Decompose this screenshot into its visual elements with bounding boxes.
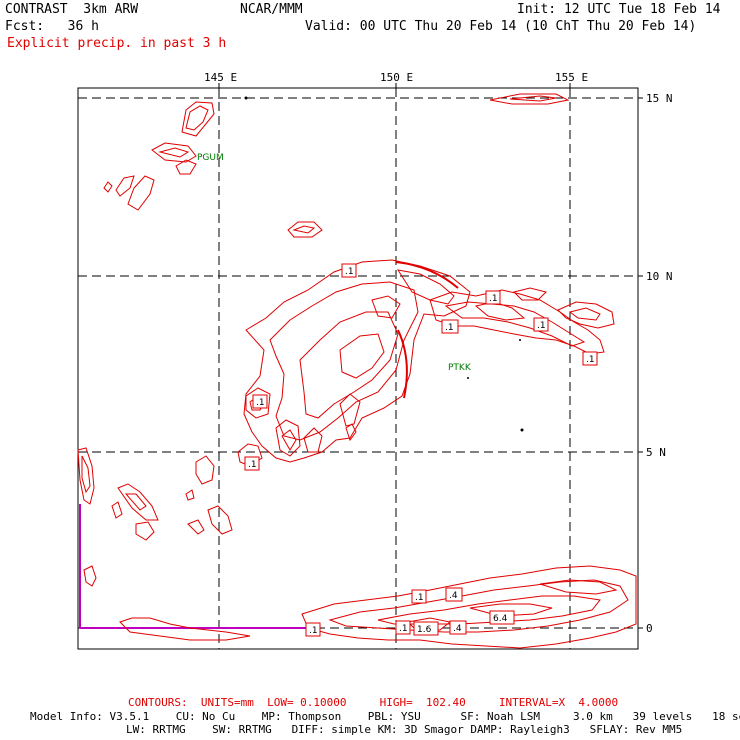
forecast-hour: Fcst: 36 h [5, 19, 99, 34]
contour-label: .1 [533, 317, 549, 332]
lon-label-155e: 155 E [555, 71, 588, 84]
svg-text:.1: .1 [309, 626, 318, 636]
svg-text:.1: .1 [489, 294, 498, 304]
model-info-line-2: LW: RRTMG SW: RRTMG DIFF: simple KM: 3D … [126, 723, 683, 736]
init-time: Init: 12 UTC Tue 18 Feb 14 [517, 2, 721, 17]
model-title: CONTRAST 3km ARW [5, 2, 139, 17]
lat-label-5n: 5 N [646, 446, 666, 459]
contour-label: .4 [449, 620, 467, 635]
domain-boundary [79, 504, 310, 629]
contour-label: .1 [252, 394, 268, 409]
frame-ticks [218, 83, 643, 629]
field-title: Explicit precip. in past 3 h [7, 36, 227, 51]
svg-text:.4: .4 [449, 591, 458, 601]
svg-text:6.4: 6.4 [493, 614, 508, 624]
svg-text:.1: .1 [256, 398, 265, 408]
lat-label-10n: 10 N [646, 270, 673, 283]
model-info-line-1: Model Info: V3.5.1 CU: No Cu MP: Thompso… [30, 710, 740, 723]
svg-text:.1: .1 [445, 323, 454, 333]
contour-labels: .1 .1 .1 .1 .1 .1 .1 .1 [244, 263, 598, 637]
contour-label: .4 [445, 587, 463, 602]
map-frame [77, 87, 639, 650]
contour-label: .1 [411, 589, 427, 604]
station-label-pgum: PGUM [197, 153, 224, 163]
svg-text:.1: .1 [537, 321, 546, 331]
contour-label: .1 [582, 351, 598, 366]
contour-label: 1.6 [413, 621, 439, 636]
svg-text:.1: .1 [248, 460, 257, 470]
contour-label: 6.4 [489, 610, 515, 625]
svg-text:.1: .1 [415, 593, 424, 603]
svg-text:.4: .4 [453, 624, 462, 634]
contour-label: .1 [441, 319, 459, 334]
valid-time: Valid: 00 UTC Thu 20 Feb 14 (10 ChT Thu … [305, 19, 697, 34]
contour-label: .1 [244, 456, 260, 471]
lat-label-0: 0 [646, 622, 653, 635]
contours-info: CONTOURS: UNITS=mm LOW= 0.10000 HIGH= 10… [128, 696, 619, 709]
contour-label: .1 [395, 620, 411, 635]
svg-text:.1: .1 [399, 624, 408, 634]
contour-label: .1 [485, 290, 501, 305]
precip-contours [77, 93, 637, 649]
center-title: NCAR/MMM [240, 2, 303, 17]
lon-label-150e: 150 E [380, 71, 413, 84]
svg-text:1.6: 1.6 [417, 625, 432, 635]
lon-label-145e: 145 E [204, 71, 237, 84]
station-label-ptkk: PTKK [448, 363, 472, 373]
contour-label: .1 [305, 622, 321, 637]
lat-label-15n: 15 N [646, 92, 673, 105]
svg-text:.1: .1 [586, 355, 595, 365]
svg-text:.1: .1 [345, 267, 354, 277]
graticule [78, 88, 638, 649]
contour-label: .1 [341, 263, 357, 278]
